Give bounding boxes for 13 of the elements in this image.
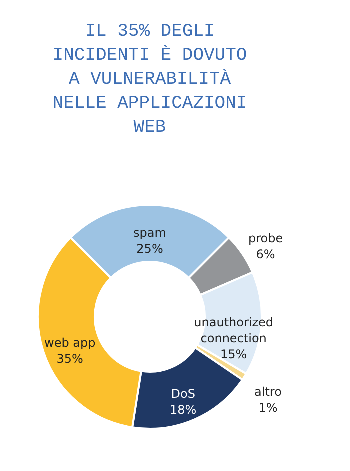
slice-label: web app — [44, 336, 96, 350]
slice-label: spam — [134, 226, 166, 240]
slice-label: probe — [248, 231, 284, 246]
data-label: 18% — [170, 403, 197, 418]
data-label: 25% — [136, 242, 164, 256]
slice-label: altro — [254, 385, 282, 400]
data-label: 15% — [220, 347, 248, 362]
slice-label: unauthorized connection — [194, 315, 274, 346]
data-label: 35% — [56, 352, 84, 366]
slice-label: DoS — [171, 387, 196, 402]
data-label: 1% — [258, 401, 278, 416]
data-label: 6% — [256, 247, 276, 262]
chart-title: IL 35% DEGLI INCIDENTI È DOVUTO A VULNERABILITÀ NELLE APPLICAZIONI WEB — [52, 22, 248, 138]
